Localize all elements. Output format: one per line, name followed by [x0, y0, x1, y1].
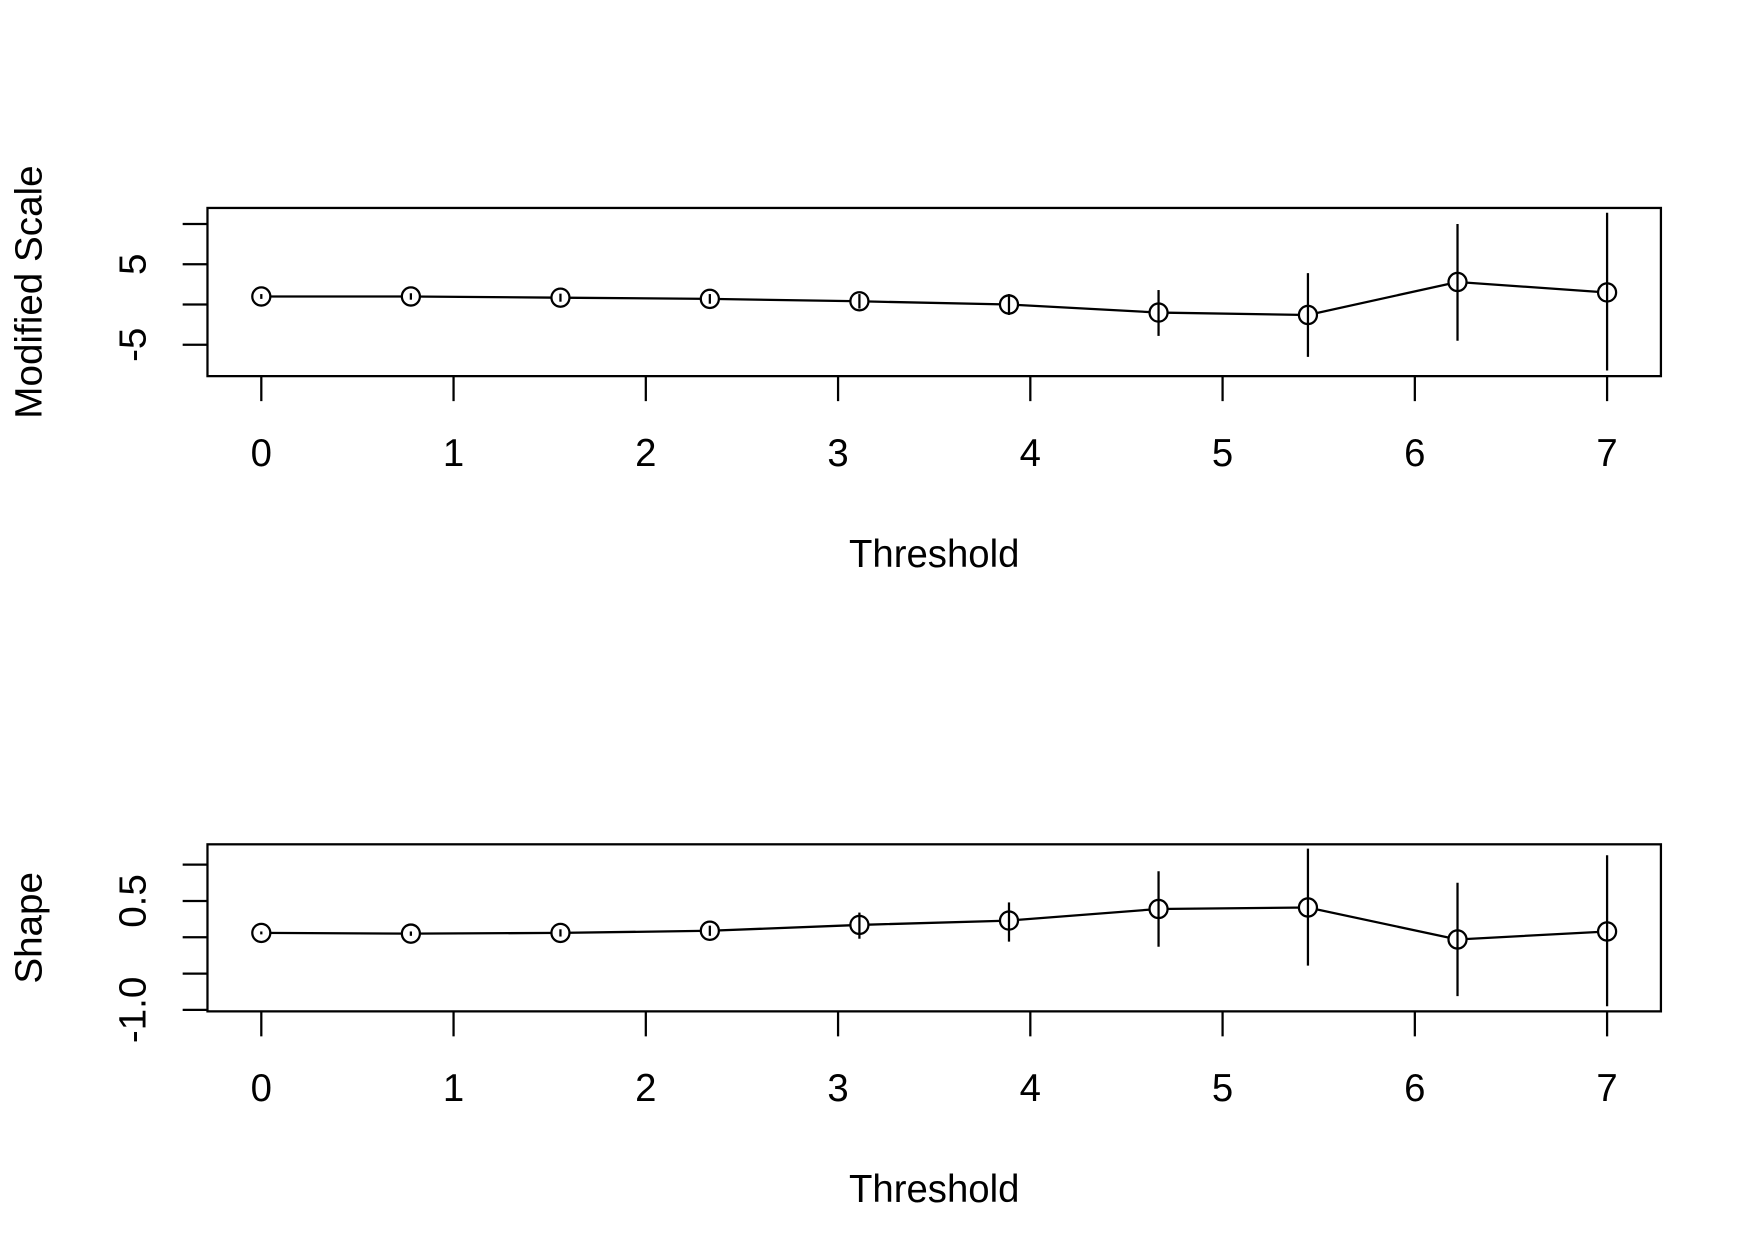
x-tick-label: 6: [1404, 432, 1425, 475]
x-tick-label: 3: [827, 432, 848, 475]
y-tick-label: 0.5: [112, 874, 155, 928]
y-axis-label: Shape: [8, 872, 51, 984]
x-tick-label: 6: [1404, 1067, 1425, 1110]
y-tick-label: -5: [112, 328, 155, 362]
x-tick-label: 7: [1596, 432, 1617, 475]
y-tick-label: -1.0: [112, 977, 155, 1044]
x-tick-label: 1: [443, 432, 464, 475]
series-line: [261, 906, 1608, 941]
x-axis-label: Threshold: [849, 1168, 1019, 1211]
x-tick-label: 2: [635, 1067, 656, 1110]
plot-frame: [206, 843, 1663, 1013]
x-axis-label: Threshold: [849, 533, 1019, 576]
y-axis-label: Modified Scale: [8, 165, 51, 418]
x-tick-label: 1: [443, 1067, 464, 1110]
x-tick-label: 4: [1020, 432, 1041, 475]
plot-frame: [206, 206, 1663, 378]
y-tick-label: 5: [112, 254, 155, 275]
x-tick-label: 0: [251, 432, 272, 475]
series-line: [261, 280, 1608, 317]
x-tick-label: 0: [251, 1067, 272, 1110]
x-tick-label: 3: [827, 1067, 848, 1110]
x-tick-label: 4: [1020, 1067, 1041, 1110]
x-tick-label: 7: [1596, 1067, 1617, 1110]
x-tick-label: 5: [1212, 432, 1233, 475]
x-tick-label: 2: [635, 432, 656, 475]
x-tick-label: 5: [1212, 1067, 1233, 1110]
